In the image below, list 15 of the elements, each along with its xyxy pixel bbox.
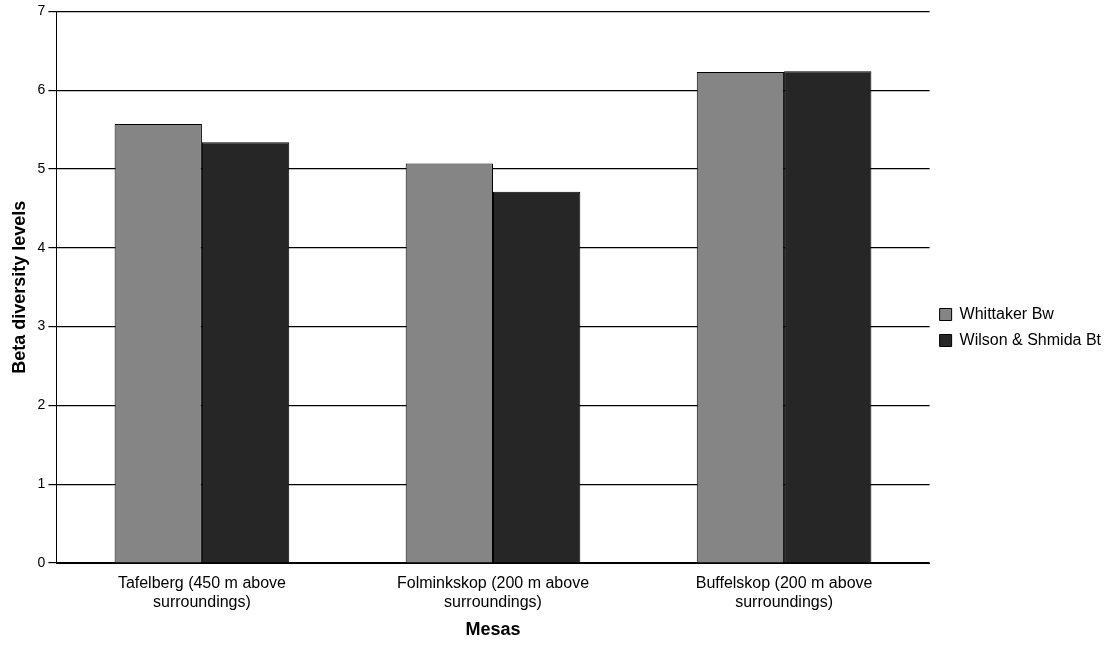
- y-tick-label: 4: [37, 238, 46, 255]
- y-tick-label: 2: [37, 396, 46, 413]
- y-tick-label: 6: [37, 81, 46, 98]
- x-tick-label: Tafelberg (450 m above surroundings): [117, 574, 287, 611]
- x-axis-title: Mesas: [465, 619, 521, 640]
- x-tick-label: Folminkskop (200 m above surroundings): [396, 574, 590, 611]
- y-tick-label: 3: [37, 317, 46, 334]
- y-tick-label: 5: [37, 159, 46, 176]
- y-tick-label: 1: [37, 475, 46, 492]
- x-tick-label: Buffelskop (200 m above surroundings): [695, 574, 873, 611]
- y-tick-label: 7: [37, 2, 46, 19]
- legend-label: Whittaker Bw: [959, 304, 1055, 322]
- y-tick-label: 0: [37, 553, 46, 570]
- y-axis-title: Beta diversity levels: [8, 200, 29, 374]
- legend-label: Wilson & Shmida Bt: [959, 330, 1102, 348]
